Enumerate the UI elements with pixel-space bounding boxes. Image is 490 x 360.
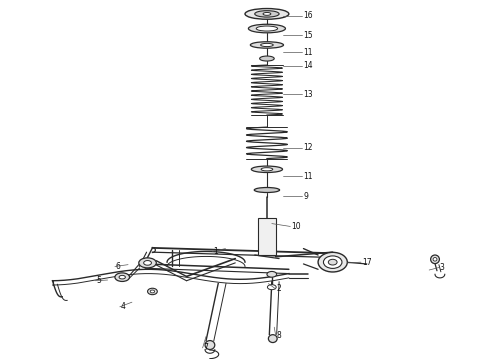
Ellipse shape bbox=[139, 258, 156, 268]
Ellipse shape bbox=[318, 252, 347, 272]
Ellipse shape bbox=[263, 13, 271, 15]
Text: 7: 7 bbox=[203, 343, 208, 352]
Ellipse shape bbox=[328, 259, 337, 265]
Polygon shape bbox=[258, 217, 276, 255]
Ellipse shape bbox=[115, 273, 129, 282]
Text: 6: 6 bbox=[116, 262, 121, 271]
Text: 11: 11 bbox=[303, 172, 313, 181]
Ellipse shape bbox=[205, 341, 215, 350]
Ellipse shape bbox=[261, 43, 273, 46]
Text: 8: 8 bbox=[277, 331, 281, 340]
Text: 16: 16 bbox=[303, 11, 313, 20]
Ellipse shape bbox=[119, 275, 125, 279]
Ellipse shape bbox=[147, 288, 157, 295]
Ellipse shape bbox=[267, 271, 277, 277]
Text: 17: 17 bbox=[362, 258, 371, 267]
Text: 14: 14 bbox=[303, 61, 313, 70]
Ellipse shape bbox=[256, 26, 278, 31]
Text: 2: 2 bbox=[277, 284, 281, 293]
Text: 12: 12 bbox=[303, 143, 313, 152]
Ellipse shape bbox=[144, 261, 151, 265]
Ellipse shape bbox=[245, 9, 289, 19]
Ellipse shape bbox=[261, 168, 273, 171]
Text: 13: 13 bbox=[303, 90, 313, 99]
Text: 15: 15 bbox=[303, 31, 313, 40]
Ellipse shape bbox=[323, 256, 342, 269]
Ellipse shape bbox=[433, 257, 437, 261]
Text: 11: 11 bbox=[303, 48, 313, 57]
Text: 4: 4 bbox=[121, 302, 125, 311]
Text: 1: 1 bbox=[213, 247, 218, 256]
Text: 3: 3 bbox=[440, 263, 445, 272]
Ellipse shape bbox=[431, 255, 440, 264]
Ellipse shape bbox=[150, 290, 155, 293]
Ellipse shape bbox=[269, 335, 277, 342]
Ellipse shape bbox=[268, 285, 276, 290]
Text: 5: 5 bbox=[97, 276, 101, 285]
Ellipse shape bbox=[248, 24, 286, 33]
Ellipse shape bbox=[254, 188, 280, 193]
Text: 10: 10 bbox=[291, 222, 301, 231]
Ellipse shape bbox=[251, 166, 283, 172]
Text: 9: 9 bbox=[303, 192, 308, 201]
Ellipse shape bbox=[250, 42, 284, 48]
Ellipse shape bbox=[260, 56, 274, 61]
Ellipse shape bbox=[255, 11, 279, 17]
